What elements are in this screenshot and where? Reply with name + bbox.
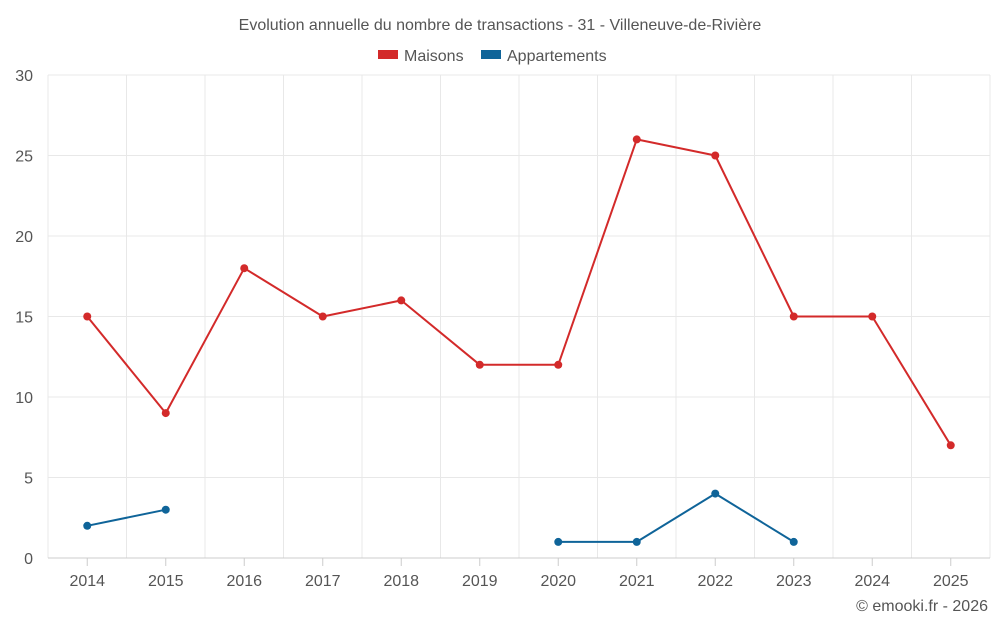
legend-label-appartements[interactable]: Appartements	[507, 48, 607, 65]
x-tick-label: 2022	[697, 573, 733, 590]
data-point-maisons-2018[interactable]	[397, 296, 406, 305]
credit-text: © emooki.fr - 2026	[856, 598, 988, 615]
x-tick-label: 2024	[854, 573, 890, 590]
data-point-maisons-2019[interactable]	[475, 360, 484, 369]
y-axis-ticks: 0 5 10 15 20 25 30	[15, 68, 33, 568]
x-tick-label: 2020	[540, 573, 576, 590]
data-point-maisons-2024[interactable]	[868, 312, 877, 321]
x-axis-ticks: 2014 2015 2016 2017 2018 2019 2020 2021 2022 2023…	[69, 558, 969, 590]
series-line-appartements	[558, 492, 795, 543]
data-point-maisons-2016[interactable]	[240, 264, 249, 273]
data-point-appartements-2015[interactable]	[161, 505, 170, 514]
data-point-maisons-2015[interactable]	[161, 409, 170, 418]
y-tick-label: 25	[15, 149, 33, 166]
y-tick-label: 0	[24, 551, 33, 568]
x-tick-label: 2017	[305, 573, 341, 590]
y-tick-label: 15	[15, 310, 33, 327]
x-tick-label: 2015	[148, 573, 184, 590]
x-tick-label: 2014	[69, 573, 105, 590]
x-tick-label: 2019	[462, 573, 498, 590]
legend-swatch-appartements	[481, 50, 501, 59]
series-layer	[83, 135, 955, 546]
y-tick-label: 30	[15, 68, 33, 85]
series-line-appartements	[87, 508, 166, 527]
y-tick-label: 20	[15, 229, 33, 246]
series-line-maisons	[86, 138, 952, 446]
data-point-appartements-2021[interactable]	[632, 537, 641, 546]
data-point-maisons-2022[interactable]	[711, 151, 720, 160]
data-point-maisons-2021[interactable]	[632, 135, 641, 144]
x-tick-label: 2016	[226, 573, 262, 590]
legend-label-maisons[interactable]: Maisons	[404, 48, 464, 65]
legend: Maisons Appartements	[378, 48, 607, 65]
data-point-appartements-2023[interactable]	[789, 537, 798, 546]
legend-swatch-maisons	[378, 50, 398, 59]
data-point-maisons-2023[interactable]	[789, 312, 798, 321]
y-tick-label: 10	[15, 390, 33, 407]
x-tick-label: 2021	[619, 573, 655, 590]
y-tick-label: 5	[24, 471, 33, 488]
data-point-appartements-2020[interactable]	[554, 537, 563, 546]
data-point-maisons-2017[interactable]	[318, 312, 327, 321]
data-point-appartements-2014[interactable]	[83, 521, 92, 530]
chart-title: Evolution annuelle du nombre de transact…	[239, 17, 762, 34]
x-tick-label: 2018	[383, 573, 419, 590]
y-gridlines	[48, 74, 990, 478]
x-tick-label: 2023	[776, 573, 812, 590]
data-point-maisons-2025[interactable]	[946, 441, 955, 450]
x-tick-label: 2025	[933, 573, 969, 590]
data-point-maisons-2020[interactable]	[554, 360, 563, 369]
data-point-maisons-2014[interactable]	[83, 312, 92, 321]
data-point-appartements-2022[interactable]	[711, 489, 720, 498]
